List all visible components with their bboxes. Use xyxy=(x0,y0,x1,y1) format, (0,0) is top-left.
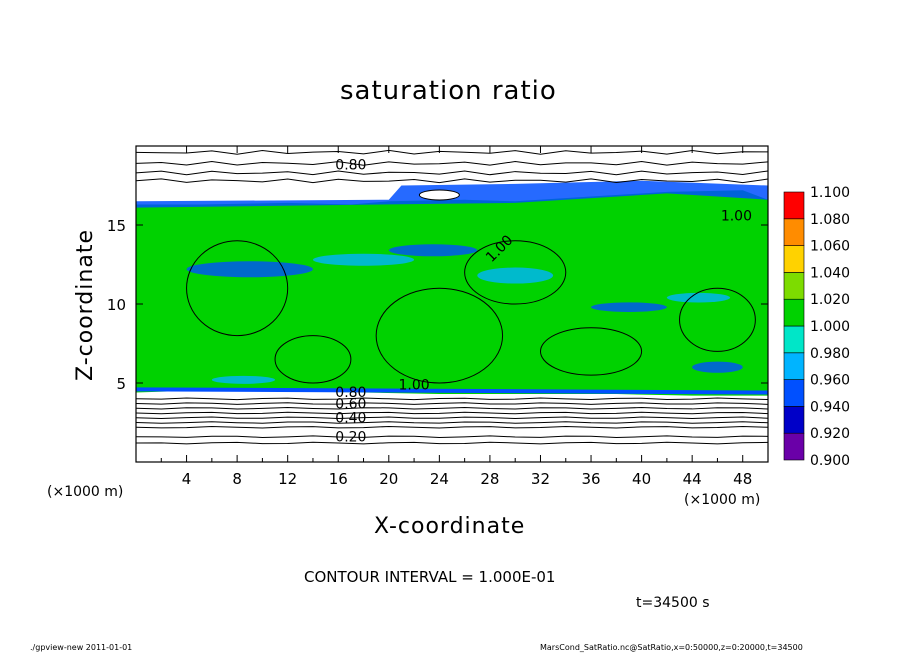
y-tick-label: 15 xyxy=(107,217,126,235)
contour-lines xyxy=(135,149,769,445)
contour-line xyxy=(135,402,769,405)
contour-line xyxy=(464,240,567,305)
colorbar-label: 0.980 xyxy=(810,346,850,362)
colorbar-swatch xyxy=(783,272,805,300)
colorbar-label: 0.900 xyxy=(810,453,850,469)
contour-label: 0.80 xyxy=(335,158,366,174)
contour-line xyxy=(135,178,769,184)
x-tick-label: 32 xyxy=(531,470,550,488)
x-unit-label-right: (×1000 m) xyxy=(684,492,761,508)
dry-streak xyxy=(692,361,743,373)
contour-line xyxy=(135,160,769,166)
dry-streak xyxy=(591,302,667,312)
contour-label: 0.60 xyxy=(335,396,366,412)
contour-line xyxy=(135,435,769,438)
dry-streak xyxy=(312,253,415,266)
x-tick-label: 44 xyxy=(683,470,702,488)
x-tick-label: 48 xyxy=(733,470,752,488)
colorbar-label: 0.920 xyxy=(810,426,850,442)
dry-streak xyxy=(388,244,478,257)
y-axis-ticks: 5 10 15 xyxy=(107,217,768,393)
x-tick-label: 28 xyxy=(480,470,499,488)
y-axis-label: Z-coordinate xyxy=(73,229,98,381)
contour-line xyxy=(135,416,769,420)
x-unit-label-left: (×1000 m) xyxy=(47,484,124,500)
saturated-region xyxy=(136,190,768,396)
time-stamp: t=34500 s xyxy=(636,595,710,611)
x-tick-label: 8 xyxy=(232,470,242,488)
contour-label: 1.00 xyxy=(398,377,429,393)
colorbar: 0.900 0.920 0.940 0.960 0.980 1.000 1.020 1.040… xyxy=(783,185,850,469)
contour-interval-note: CONTOUR INTERVAL = 1.000E-01 xyxy=(304,568,556,586)
colorbar-swatch xyxy=(783,245,805,273)
saturation-field xyxy=(135,180,769,396)
colorbar-swatch xyxy=(783,379,805,407)
contour-label: 0.20 xyxy=(335,429,366,445)
contour-line xyxy=(679,287,756,352)
colorbar-label: 1.000 xyxy=(810,319,850,335)
x-tick-label: 24 xyxy=(430,470,449,488)
x-axis-ticks: 4 8 12 16 20 24 28 32 36 40 44 48 xyxy=(160,146,752,488)
contour-label: 1.00 xyxy=(721,208,752,224)
colorbar-label: 1.020 xyxy=(810,292,850,308)
x-tick-label: 36 xyxy=(581,470,600,488)
contour-line xyxy=(135,411,769,415)
dry-streak xyxy=(666,292,731,303)
contour-label: 0.80 xyxy=(335,385,366,401)
x-tick-label: 16 xyxy=(329,470,348,488)
x-axis-label: X-coordinate xyxy=(374,514,526,539)
contour-line xyxy=(135,441,769,445)
colorbar-label: 1.040 xyxy=(810,265,850,281)
dry-streak xyxy=(186,261,313,278)
x-tick-label: 12 xyxy=(278,470,297,488)
contour-line xyxy=(135,425,769,429)
contour-line xyxy=(539,327,643,376)
colorbar-swatch xyxy=(783,352,805,380)
contour-line xyxy=(135,149,769,155)
dry-streak xyxy=(477,267,554,284)
chart-title: saturation ratio xyxy=(340,76,557,106)
contour-line xyxy=(135,421,769,424)
colorbar-label: 1.080 xyxy=(810,212,850,228)
colorbar-label: 0.960 xyxy=(810,373,850,389)
colorbar-label: 1.100 xyxy=(810,185,850,201)
x-tick-label: 40 xyxy=(632,470,651,488)
colorbar-swatch xyxy=(783,406,805,434)
contour-line xyxy=(135,170,769,176)
colorbar-swatch xyxy=(783,432,805,461)
colorbar-swatch xyxy=(783,298,805,327)
contour-line xyxy=(186,240,289,337)
colorbar-swatch xyxy=(783,191,805,220)
footer-source: MarsCond_SatRatio.nc@SatRatio,x=0:50000,… xyxy=(540,643,803,652)
colorbar-swatch xyxy=(783,218,805,246)
contour-label: 0.40 xyxy=(335,411,366,427)
contour-line xyxy=(375,287,504,384)
lower-dry-edge xyxy=(135,387,769,395)
footer-program: ./gpview-new 2011-01-01 xyxy=(30,643,133,652)
y-tick-label: 5 xyxy=(116,375,126,393)
x-tick-label: 4 xyxy=(182,470,192,488)
x-tick-label: 20 xyxy=(379,470,398,488)
contour-line xyxy=(274,335,352,384)
dry-streak xyxy=(211,375,276,384)
colorbar-label: 0.940 xyxy=(810,399,850,415)
colorbar-swatch xyxy=(783,325,805,354)
unsaturated-pocket xyxy=(418,189,460,201)
contour-line xyxy=(135,406,769,410)
contour-line xyxy=(135,397,769,401)
colorbar-label: 1.060 xyxy=(810,239,850,255)
y-tick-label: 10 xyxy=(107,296,126,314)
